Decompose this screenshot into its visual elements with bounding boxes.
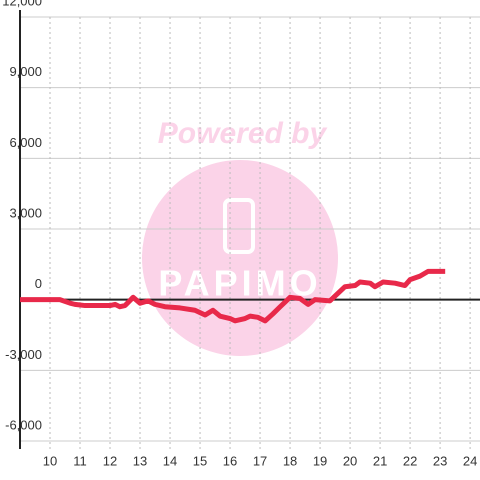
y-tick-label: 6,000: [9, 135, 42, 150]
x-tick-label: 20: [343, 453, 357, 468]
x-tick-label: 24: [463, 453, 477, 468]
y-tick-label: 12,000: [2, 0, 42, 8]
x-tick-label: 18: [283, 453, 297, 468]
y-tick-label: -3,000: [5, 347, 42, 362]
watermark-icon: [223, 198, 255, 254]
x-tick-label: 19: [313, 453, 327, 468]
x-tick-label: 14: [163, 453, 177, 468]
x-tick-label: 12: [103, 453, 117, 468]
y-tick-label: 3,000: [9, 205, 42, 220]
plot: [20, 268, 446, 324]
x-tick-label: 15: [193, 453, 207, 468]
x-tick-label: 21: [373, 453, 387, 468]
data-line: [20, 268, 446, 324]
watermark-text: Powered by: [158, 117, 328, 150]
y-tick-label: -6,000: [5, 417, 42, 432]
x-tick-label: 23: [433, 453, 447, 468]
x-tick-label: 17: [253, 453, 267, 468]
y-tick-label: 9,000: [9, 64, 42, 79]
x-tick-label: 22: [403, 453, 417, 468]
x-tick-label: 11: [73, 453, 87, 468]
x-tick-label: 10: [43, 453, 57, 468]
x-tick-label: 16: [223, 453, 237, 468]
x-tick-label: 13: [133, 453, 147, 468]
grid: -6,000 -3,000 0 3,000 6,000 9,000 12,000 10 11 12…: [2, 0, 480, 468]
y-tick-label: 0: [35, 276, 42, 291]
watermark-circle: [142, 160, 338, 356]
